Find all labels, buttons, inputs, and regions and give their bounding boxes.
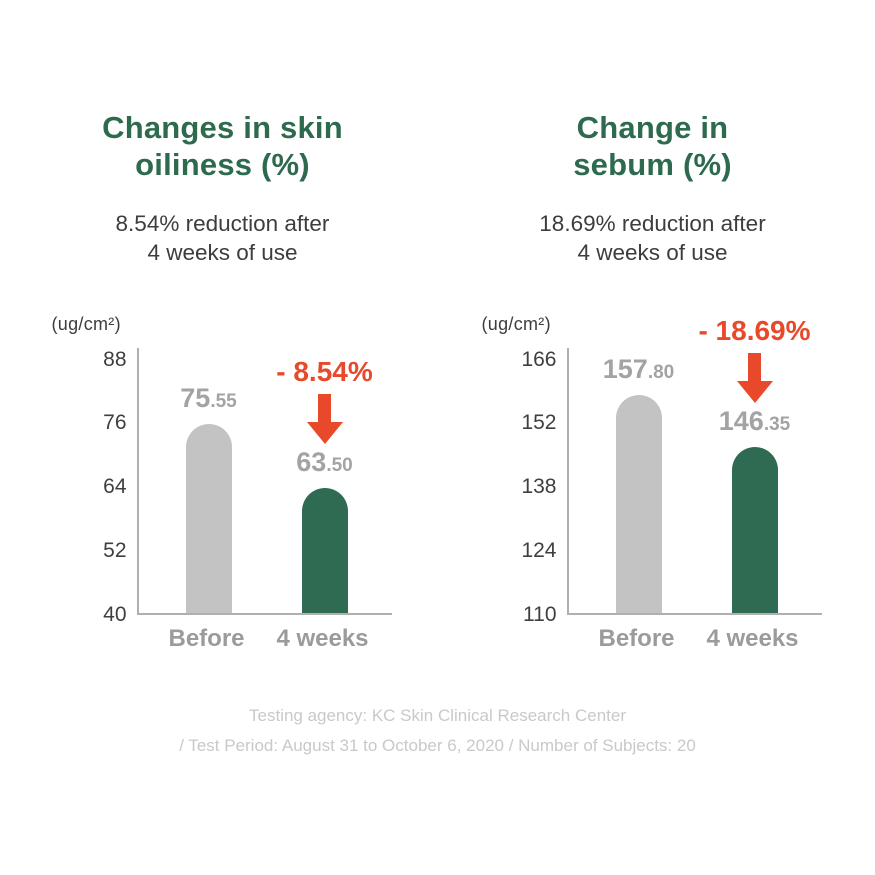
y-axis-tick-label: 88 <box>103 347 127 371</box>
bar-value-decimal: .80 <box>647 362 675 383</box>
chart-skin-oiliness: Changes in skin oiliness (%) 8.54% reduc… <box>27 110 419 655</box>
bar-plot: (ug/cm²) 88 76 64 52 40 75.55 63.50- 8.54% Befor… <box>52 314 397 655</box>
y-axis-tick-label: 40 <box>103 602 127 626</box>
reduction-percent-label: - 8.54% <box>276 355 373 387</box>
bar-before <box>185 423 232 613</box>
bar-plot: (ug/cm²) 166 152 138 124 110 157.80 146.35 - 18.… <box>482 314 827 655</box>
y-axis-tick-label: 138 <box>521 475 557 499</box>
reduction-percent-label: - 18.69% <box>698 315 811 347</box>
plot-axis-area: 88 76 64 52 40 75.55 63.50- 8.54% <box>103 347 392 626</box>
chart-subtitle: 18.69% reduction after 4 weeks of use <box>539 211 766 266</box>
y-axis-tick-label: 124 <box>521 538 557 562</box>
x-axis-label-4-weeks: 4 weeks <box>276 624 369 652</box>
charts-row: Changes in skin oiliness (%) 8.54% reduc… <box>0 110 875 655</box>
bar-value-label: 63.50 <box>245 447 405 482</box>
y-axis-tick-label: 166 <box>521 347 557 371</box>
footer-testing-agency: Testing agency: KC Skin Clinical Researc… <box>248 705 626 725</box>
x-axis-label-before: Before <box>168 624 245 652</box>
bar-value-int: 146 <box>718 406 764 437</box>
bar-value-label: 75.55 <box>129 383 289 418</box>
x-axis-labels: Before 4 weeks <box>137 615 397 655</box>
bar-value-label: 157.80 <box>559 354 719 389</box>
bar-value-int: 75 <box>180 382 211 413</box>
chart-title: Changes in skin oiliness (%) <box>102 110 343 182</box>
bar-value-label: 146.35 <box>675 406 835 441</box>
reduction-annotation: - 8.54% <box>235 356 415 444</box>
footer-test-period-subjects: / Test Period: August 31 to October 6, 2… <box>179 736 696 756</box>
down-arrow-head <box>306 421 343 444</box>
y-axis-unit-label: (ug/cm²) <box>481 313 551 334</box>
plot-axis-area: 166 152 138 124 110 157.80 146.35 - 18.69% <box>521 315 822 626</box>
down-arrow-head <box>736 381 773 404</box>
footer-note: Testing agency: KC Skin Clinical Researc… <box>0 701 875 762</box>
y-axis-tick-label: 152 <box>521 411 557 435</box>
chart-sebum: Change in sebum (%) 18.69% reduction aft… <box>457 110 849 655</box>
bar-value-int: 63 <box>296 446 327 477</box>
x-axis-label-before: Before <box>598 624 675 652</box>
bar-after <box>301 487 348 613</box>
chart-subtitle: 8.54% reduction after 4 weeks of use <box>115 211 330 266</box>
x-axis-labels: Before 4 weeks <box>567 615 827 655</box>
chart-title: Change in sebum (%) <box>573 110 732 182</box>
y-axis-tick-label: 76 <box>103 411 127 435</box>
x-axis-label-4-weeks: 4 weeks <box>706 624 799 652</box>
reduction-annotation: - 18.69% <box>665 315 845 404</box>
bar-value-decimal: .35 <box>763 414 791 436</box>
down-arrow-icon <box>306 393 343 444</box>
bar-value-int: 157 <box>602 354 648 384</box>
y-axis-unit-label: (ug/cm²) <box>51 313 121 334</box>
bar-value-decimal: .50 <box>326 454 353 476</box>
y-axis-tick-label: 52 <box>103 538 127 562</box>
bar-after <box>731 447 778 613</box>
bar-value-decimal: .55 <box>210 390 237 412</box>
y-axis-tick-label: 110 <box>523 602 557 626</box>
down-arrow-icon <box>736 353 773 404</box>
down-arrow-stem <box>318 393 331 422</box>
down-arrow-stem <box>748 353 761 382</box>
y-axis-tick-label: 64 <box>103 475 127 499</box>
bar-before <box>615 395 662 613</box>
